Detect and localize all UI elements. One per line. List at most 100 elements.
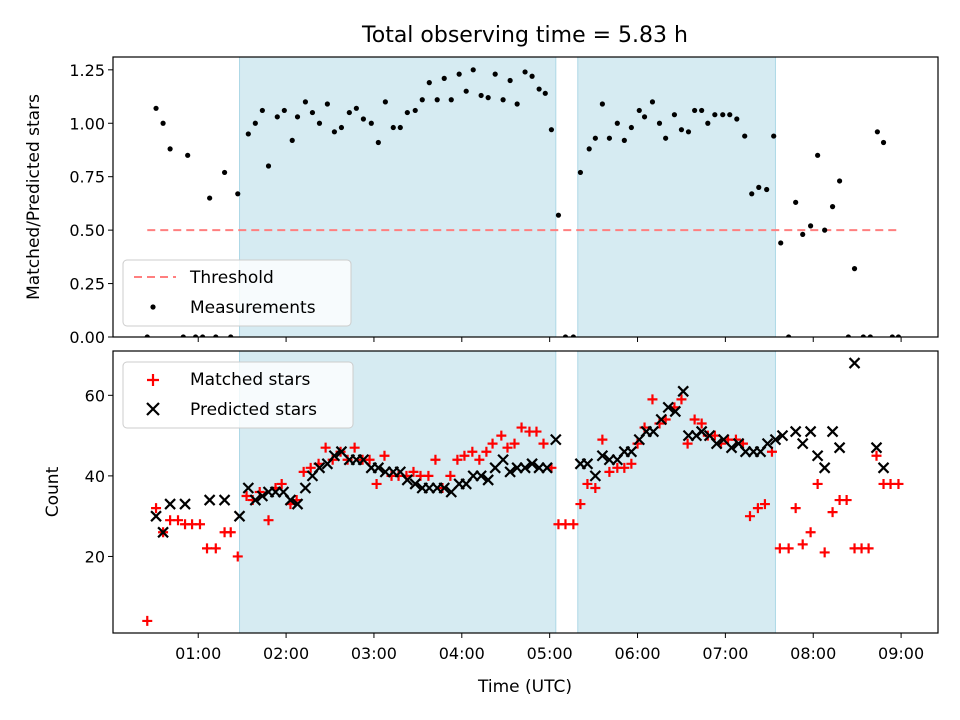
matched-star-point-39 (423, 470, 434, 481)
measurement-point-66 (621, 137, 627, 143)
x-tick-label: 01:00 (175, 644, 221, 663)
measurement-point-41 (441, 75, 447, 81)
predicted-star-point-18 (313, 462, 326, 474)
predicted-star-point-4 (179, 498, 191, 510)
measurement-point-42 (448, 97, 454, 103)
matched-star-point-88 (774, 543, 785, 554)
ratio-axes-frame (112, 56, 939, 338)
matched-star-point-40 (430, 454, 441, 465)
matched-star-point-75 (682, 438, 693, 449)
ratio-y-tick-label: 1.00 (69, 114, 105, 133)
matched-star-point-37 (408, 466, 419, 477)
measurement-point-2 (153, 105, 159, 111)
count-observing-window-2 (577, 351, 776, 633)
measurement-point-52 (522, 69, 528, 75)
predicted-star-point-82 (804, 425, 817, 438)
matched-star-point-29 (349, 442, 360, 453)
predicted-star-point-6 (218, 494, 231, 506)
measurement-point-86 (764, 186, 770, 193)
predicted-star-point-62 (655, 413, 668, 426)
measurement-point-51 (514, 101, 520, 107)
matched-star-point-67 (626, 458, 637, 469)
panels: 0.00 0.25 0.50 0.75 1.00 1.25 Matched/Predicte… (24, 56, 939, 663)
measurement-point-44 (463, 88, 469, 94)
measurement-point-70 (649, 99, 656, 105)
predicted-star-point-80 (789, 425, 802, 438)
ratio-panel: 0.00 0.25 0.50 0.75 1.00 1.25 Matched/Predicte… (24, 56, 939, 347)
measurement-point-80 (720, 112, 726, 118)
measurement-point-89 (786, 334, 792, 337)
x-tick-label: 04:00 (439, 644, 485, 663)
matched-star-point-95 (827, 507, 838, 518)
predicted-star-point-65 (677, 385, 689, 398)
matched-star-point-47 (481, 446, 492, 457)
measurement-point-31 (368, 120, 374, 126)
measurement-point-24 (316, 120, 323, 126)
predicted-star-point-89 (877, 462, 890, 474)
measurement-point-73 (671, 112, 678, 118)
measurement-point-68 (636, 107, 642, 114)
matched-star-point-64 (604, 466, 615, 477)
legend-box (122, 361, 354, 429)
measurement-point-102 (880, 139, 887, 146)
measurement-point-17 (265, 163, 272, 169)
count-y-tick-label: 20 (85, 547, 105, 566)
predicted-star-point-78 (769, 433, 782, 446)
measurement-point-48 (492, 71, 498, 77)
x-tick-label: 05:00 (527, 644, 573, 663)
predicted-star-point-84 (818, 462, 831, 474)
x-tick-label: 06:00 (614, 644, 660, 663)
predicted-star-point-43 (497, 453, 509, 466)
matched-star-point-54 (531, 426, 542, 437)
predicted-star-point-44 (504, 466, 516, 478)
matched-star-point-17 (263, 515, 274, 526)
measurement-point-30 (360, 116, 366, 122)
legend-threshold-label: Threshold (189, 268, 274, 288)
x-tick-label: 03:00 (351, 644, 397, 663)
measurement-point-94 (822, 227, 828, 233)
count-y-axis-label: Count (43, 466, 63, 517)
measurement-point-14 (245, 131, 251, 137)
measurement-point-81 (727, 112, 733, 118)
matched-star-point-51 (509, 438, 520, 449)
matched-star-point-23 (305, 462, 316, 473)
measurement-point-46 (478, 92, 484, 99)
x-tick-label: 08:00 (790, 644, 836, 663)
measurement-point-37 (412, 107, 418, 114)
measurement-point-33 (382, 99, 388, 105)
measurement-point-10 (213, 334, 219, 337)
measurement-point-39 (426, 80, 432, 86)
measurement-point-20 (289, 137, 295, 143)
measurement-point-72 (663, 135, 669, 141)
measurement-point-92 (808, 223, 814, 229)
predicted-star-point-8 (242, 482, 255, 494)
measurement-point-13 (235, 191, 241, 197)
measurement-point-95 (829, 204, 836, 210)
measurement-point-16 (259, 107, 265, 114)
matched-star-point-74 (676, 394, 687, 405)
predicted-star-point-10 (256, 490, 269, 502)
measurement-point-93 (815, 152, 821, 158)
matched-star-point-2 (151, 503, 162, 514)
matched-star-point-49 (496, 430, 507, 441)
x-tick-label: 07:00 (702, 644, 748, 663)
measurement-point-12 (228, 334, 234, 337)
measurement-point-104 (895, 334, 902, 337)
ratio-legend: Threshold Measurements (122, 259, 352, 327)
matched-star-point-70 (647, 394, 658, 405)
predicted-star-point-50 (550, 433, 562, 446)
predicted-star-point-15 (291, 498, 304, 510)
chart-title: Total observing time = 5.83 h (361, 23, 688, 48)
measurement-point-23 (309, 109, 316, 116)
matched-star-point-25 (320, 442, 331, 453)
measurement-point-38 (419, 97, 425, 103)
matched-star-point-12 (225, 527, 236, 538)
predicted-star-point-30 (401, 474, 414, 486)
matched-star-point-100 (863, 543, 874, 554)
measurement-point-91 (800, 231, 806, 238)
measurement-point-8 (200, 334, 206, 337)
measurement-point-27 (338, 124, 345, 131)
predicted-star-point-41 (482, 474, 494, 486)
predicted-star-point-64 (669, 405, 682, 418)
measurement-point-76 (692, 107, 698, 114)
